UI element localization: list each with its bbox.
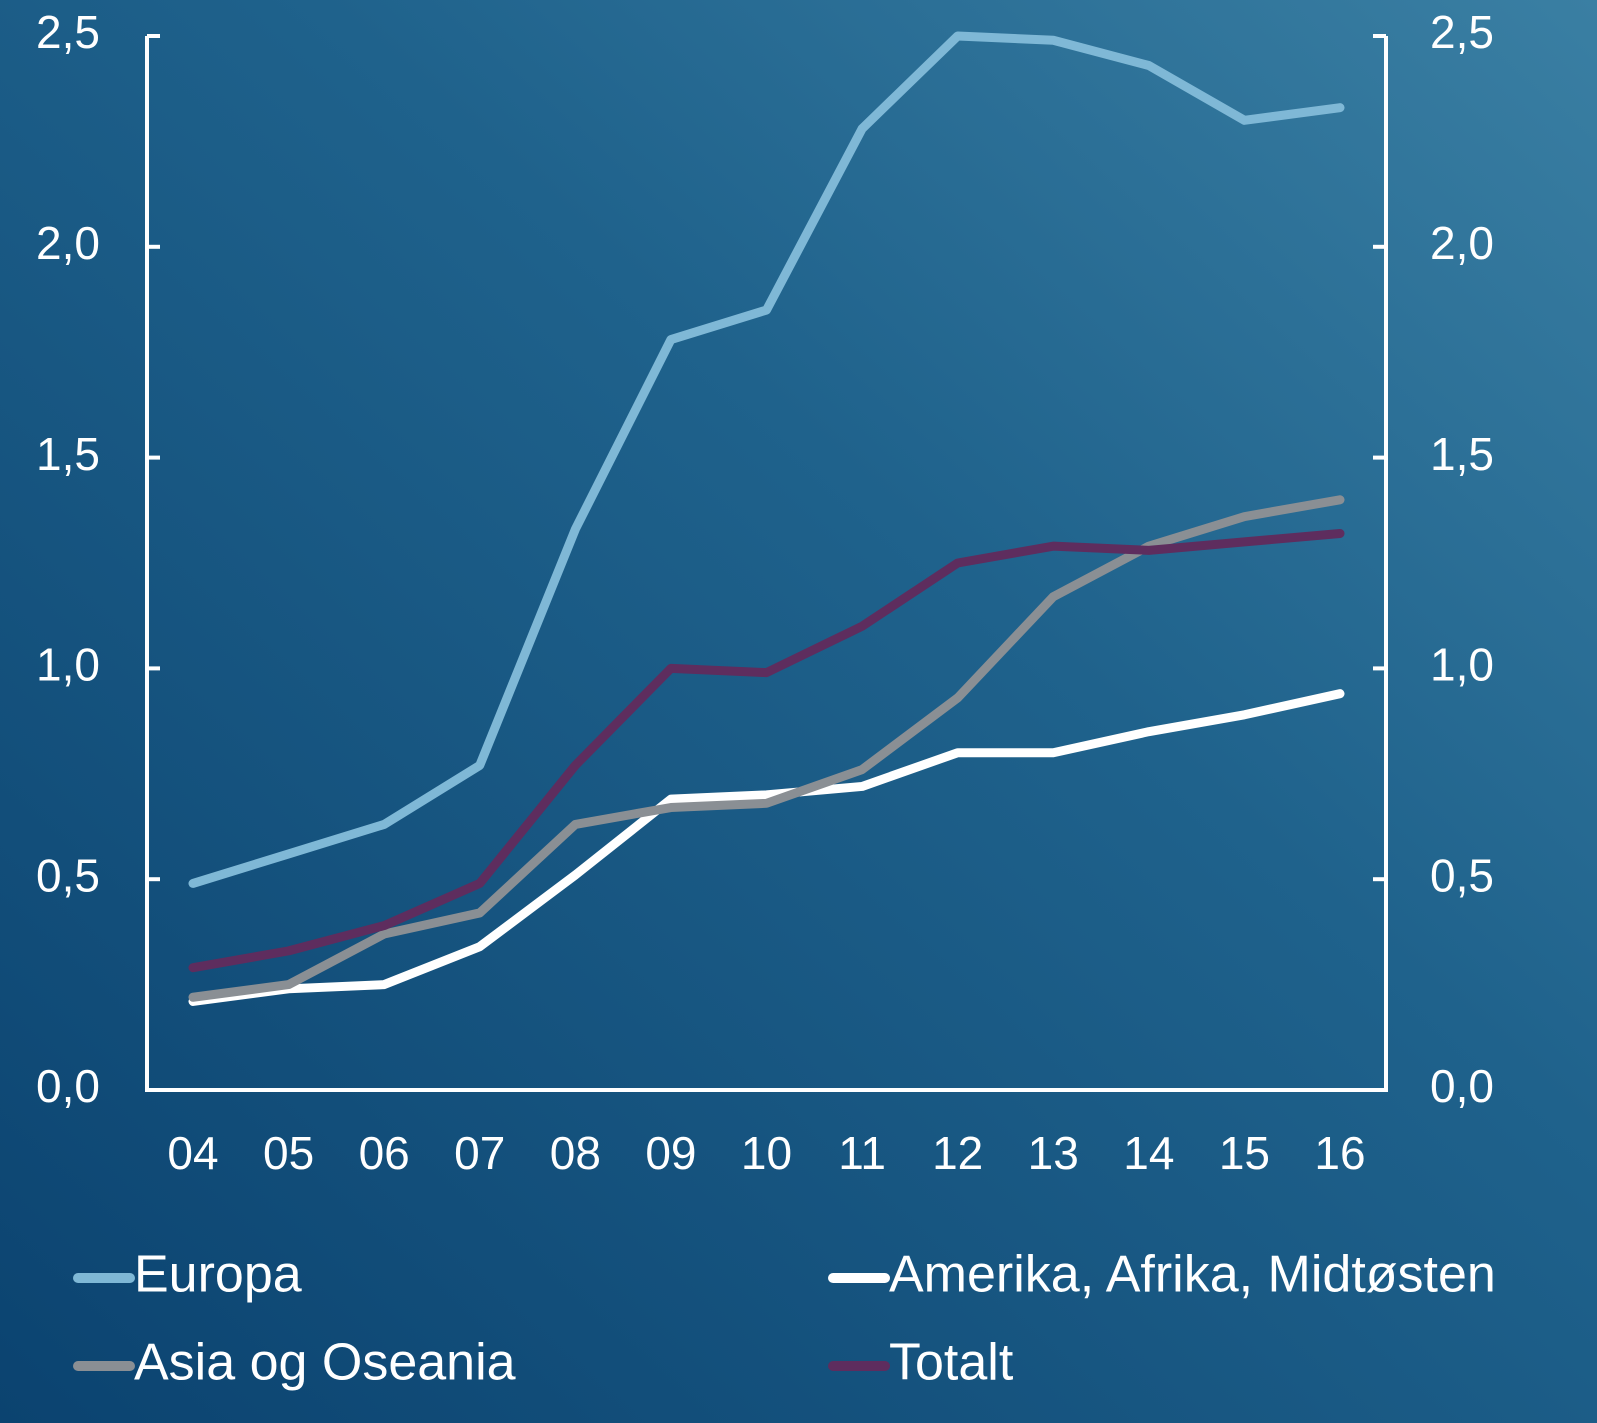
y-tick-label: 1,0 bbox=[36, 639, 100, 691]
legend-label: Totalt bbox=[889, 1334, 1014, 1392]
series-line bbox=[188, 689, 1345, 1006]
x-tick-label: 09 bbox=[645, 1127, 696, 1179]
x-tick-label: 14 bbox=[1123, 1127, 1174, 1179]
legend-label: Amerika, Afrika, Midtøsten bbox=[889, 1246, 1496, 1304]
series-line bbox=[188, 31, 1345, 888]
x-tick-label: 08 bbox=[550, 1127, 601, 1179]
x-tick-label: 04 bbox=[167, 1127, 218, 1179]
y2-tick-label: 2,0 bbox=[1430, 217, 1494, 269]
x-tick-label: 12 bbox=[932, 1127, 983, 1179]
x-tick-label: 07 bbox=[454, 1127, 505, 1179]
y-tick-label: 0,5 bbox=[36, 849, 100, 901]
y2-tick-label: 2,5 bbox=[1430, 6, 1494, 58]
y-tick-label: 2,0 bbox=[36, 217, 100, 269]
x-tick-label: 16 bbox=[1314, 1127, 1365, 1179]
x-tick-label: 05 bbox=[263, 1127, 314, 1179]
x-tick-label: 06 bbox=[359, 1127, 410, 1179]
legend-label: Europa bbox=[134, 1246, 302, 1304]
legend-label: Asia og Oseania bbox=[134, 1334, 516, 1392]
y2-tick-label: 1,0 bbox=[1430, 639, 1494, 691]
y2-tick-label: 0,5 bbox=[1430, 849, 1494, 901]
y2-tick-label: 0,0 bbox=[1430, 1060, 1494, 1112]
y-tick-label: 1,5 bbox=[36, 428, 100, 480]
x-tick-label: 13 bbox=[1028, 1127, 1079, 1179]
y-tick-label: 2,5 bbox=[36, 6, 100, 58]
series-line bbox=[188, 528, 1345, 973]
x-tick-label: 10 bbox=[741, 1127, 792, 1179]
y2-tick-label: 1,5 bbox=[1430, 428, 1494, 480]
x-tick-label: 15 bbox=[1219, 1127, 1270, 1179]
y-tick-label: 0,0 bbox=[36, 1060, 100, 1112]
x-tick-label: 11 bbox=[838, 1127, 886, 1179]
